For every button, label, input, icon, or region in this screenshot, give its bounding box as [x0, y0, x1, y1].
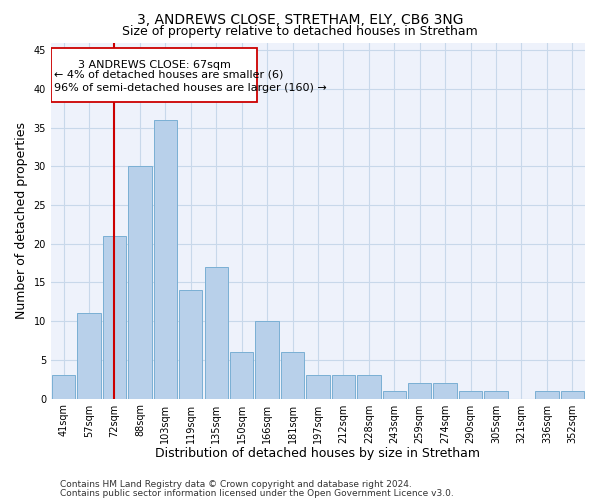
Bar	[306, 376, 329, 398]
Text: 3 ANDREWS CLOSE: 67sqm: 3 ANDREWS CLOSE: 67sqm	[78, 60, 231, 70]
Text: Contains public sector information licensed under the Open Government Licence v3: Contains public sector information licen…	[60, 489, 454, 498]
FancyBboxPatch shape	[52, 48, 257, 102]
Bar	[433, 383, 457, 398]
X-axis label: Distribution of detached houses by size in Stretham: Distribution of detached houses by size …	[155, 447, 481, 460]
Text: ← 4% of detached houses are smaller (6): ← 4% of detached houses are smaller (6)	[54, 69, 283, 79]
Bar	[332, 376, 355, 398]
Bar	[205, 267, 228, 398]
Bar	[357, 376, 380, 398]
Bar	[459, 391, 482, 398]
Bar	[77, 314, 101, 398]
Bar	[154, 120, 177, 398]
Text: Contains HM Land Registry data © Crown copyright and database right 2024.: Contains HM Land Registry data © Crown c…	[60, 480, 412, 489]
Text: Size of property relative to detached houses in Stretham: Size of property relative to detached ho…	[122, 25, 478, 38]
Bar	[128, 166, 152, 398]
Bar	[408, 383, 431, 398]
Bar	[179, 290, 202, 399]
Bar	[281, 352, 304, 399]
Bar	[383, 391, 406, 398]
Bar	[103, 236, 126, 398]
Bar	[484, 391, 508, 398]
Bar	[560, 391, 584, 398]
Y-axis label: Number of detached properties: Number of detached properties	[15, 122, 28, 319]
Bar	[230, 352, 253, 399]
Bar	[52, 376, 76, 398]
Bar	[535, 391, 559, 398]
Text: 3, ANDREWS CLOSE, STRETHAM, ELY, CB6 3NG: 3, ANDREWS CLOSE, STRETHAM, ELY, CB6 3NG	[137, 12, 463, 26]
Bar	[256, 321, 279, 398]
Text: 96% of semi-detached houses are larger (160) →: 96% of semi-detached houses are larger (…	[54, 83, 327, 93]
